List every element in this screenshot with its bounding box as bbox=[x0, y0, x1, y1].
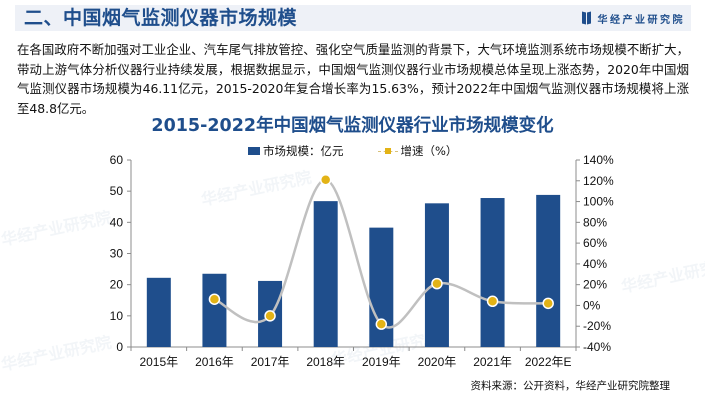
right-tick-label: -20% bbox=[583, 319, 611, 333]
right-tick-label: 60% bbox=[583, 236, 607, 250]
legend-item-market-size: 市场规模：亿元 bbox=[248, 143, 344, 159]
left-tick-label: 20 bbox=[110, 278, 124, 292]
right-tick-label: 20% bbox=[583, 278, 607, 292]
growth-marker bbox=[208, 293, 221, 305]
right-tick-label: 40% bbox=[583, 257, 607, 271]
x-tick-label: 2020年 bbox=[418, 355, 457, 369]
page-title: 二、中国烟气监测仪器市场规模 bbox=[24, 7, 298, 29]
growth-marker bbox=[486, 295, 499, 308]
right-tick-label: 140% bbox=[583, 153, 614, 167]
right-tick-label: 0% bbox=[583, 298, 601, 312]
bar-market-size bbox=[313, 201, 338, 347]
intro-paragraph: 在各国政府不断加强对工业企业、汽车尾气排放管控、强化空气质量监测的背景下，大气环… bbox=[17, 42, 689, 116]
x-tick-label: 2021年 bbox=[473, 355, 512, 369]
line-marker-swatch-icon bbox=[377, 147, 398, 155]
bar-market-size bbox=[424, 203, 449, 347]
x-tick-label: 2019年 bbox=[362, 355, 401, 369]
bar-swatch-icon bbox=[248, 147, 260, 155]
header-band bbox=[15, 5, 691, 31]
growth-marker bbox=[431, 277, 443, 290]
left-tick-label: 50 bbox=[110, 184, 124, 198]
growth-marker bbox=[375, 318, 388, 330]
legend-label-market-size: 市场规模：亿元 bbox=[263, 144, 344, 158]
growth-marker bbox=[319, 173, 332, 186]
bar-market-size bbox=[536, 194, 561, 347]
chart-legend: 市场规模：亿元 增速（%） bbox=[248, 143, 457, 159]
left-tick-label: 10 bbox=[110, 309, 124, 323]
bar-market-size bbox=[480, 198, 505, 347]
legend-item-growth: 增速（%） bbox=[377, 143, 458, 159]
x-tick-label: 2016年 bbox=[195, 355, 234, 369]
left-tick-label: 30 bbox=[110, 247, 124, 261]
x-tick-label: 2022年E bbox=[525, 355, 572, 369]
left-tick-label: 40 bbox=[110, 215, 124, 229]
brand-name: 华经产业研究院 bbox=[597, 14, 685, 26]
growth-marker bbox=[542, 297, 554, 310]
x-tick-label: 2017年 bbox=[251, 355, 290, 369]
bar-market-size bbox=[146, 277, 171, 347]
legend-label-growth: 增速（%） bbox=[400, 144, 458, 158]
bar-market-size bbox=[202, 273, 227, 347]
growth-marker bbox=[264, 310, 276, 322]
right-tick-label: 80% bbox=[583, 215, 607, 229]
source-note: 资料来源：公开资料，华经产业研究院整理 bbox=[470, 380, 671, 392]
right-tick-label: 120% bbox=[583, 174, 614, 188]
right-tick-label: 100% bbox=[583, 195, 614, 209]
x-tick-label: 2015年 bbox=[139, 355, 178, 369]
left-tick-label: 60 bbox=[110, 153, 124, 167]
chart-title: 2015-2022年中国烟气监测仪器行业市场规模变化 bbox=[151, 116, 554, 136]
brand: 华经产业研究院 bbox=[582, 10, 686, 26]
left-tick-label: 0 bbox=[116, 340, 123, 354]
x-tick-label: 2018年 bbox=[306, 355, 345, 369]
right-tick-label: -40% bbox=[583, 340, 611, 354]
